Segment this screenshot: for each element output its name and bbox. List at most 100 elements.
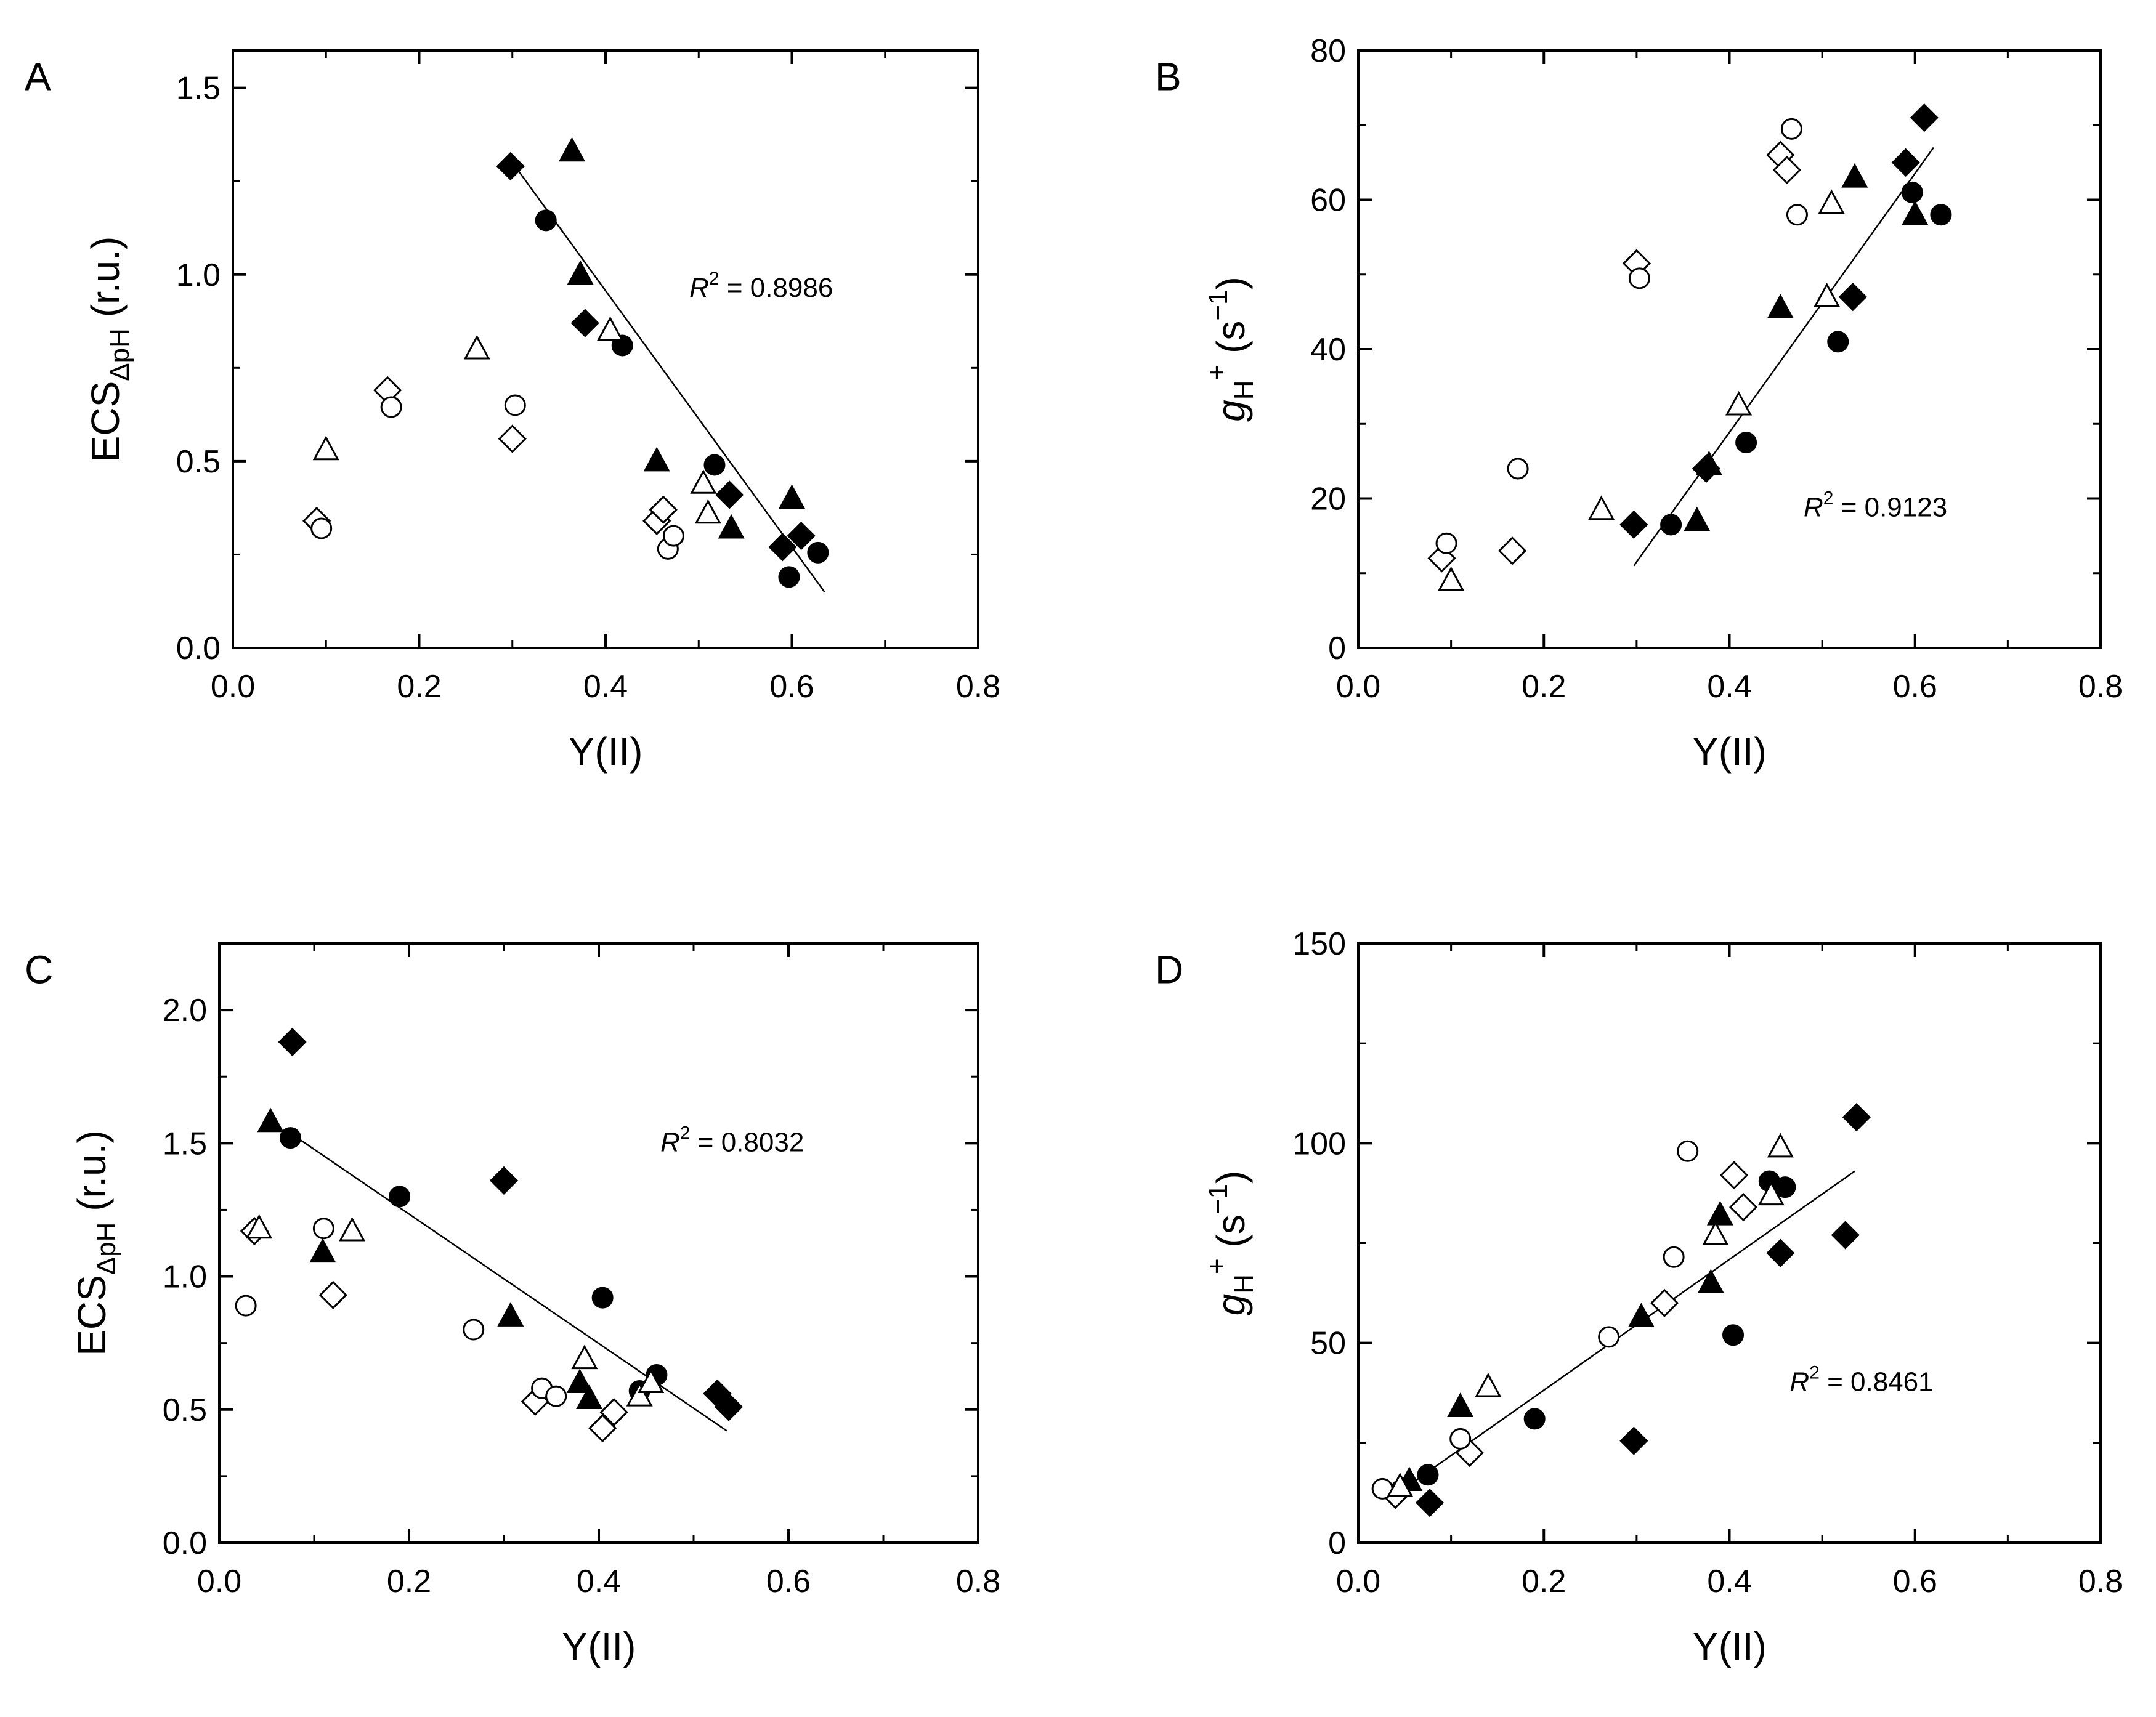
x-tick-label: 0.6: [1893, 1564, 1937, 1599]
r-squared-annotation-a: R2 = 0.8986: [689, 269, 833, 303]
y-axis-label-b: gH+ (s−1): [1202, 277, 1259, 422]
x-tick-label: 0.8: [956, 669, 1000, 705]
data-point-diamond-filled: [1842, 1103, 1871, 1132]
y-tick-label: 0.5: [163, 1392, 207, 1428]
data-point-diamond-open: [1497, 536, 1527, 565]
data-point-circle-open: [312, 1218, 334, 1240]
data-point-circle-filled: [535, 209, 557, 232]
data-point-triangle-open: [1438, 566, 1465, 591]
data-point-triangle-open: [690, 469, 717, 494]
data-point-circle-filled: [1722, 1324, 1745, 1346]
data-point-triangle-filled: [497, 1302, 524, 1327]
x-tick-label: 0.2: [1522, 1564, 1566, 1599]
plot-frame-b: [1357, 49, 2102, 649]
data-point-triangle-open: [339, 1216, 366, 1242]
x-axis-label-c: Y(II): [562, 1624, 636, 1668]
data-point-diamond-filled: [1838, 283, 1867, 312]
panel-label-c: C: [25, 947, 53, 992]
x-tick-label: 0.4: [1707, 1564, 1751, 1599]
data-point-circle-open: [235, 1295, 257, 1317]
data-point-circle-open: [1435, 532, 1457, 554]
data-point-diamond-open: [1772, 155, 1802, 185]
x-tick-label: 0.6: [1893, 669, 1937, 705]
panel-c: C 0.0 0.2 0.4 0.6 0.8 0.0 0.5 1.0 1.5 2.0 Y(II) ECSΔ…: [25, 942, 1000, 1668]
y-axis-label-d: gH+ (s−1): [1202, 1171, 1259, 1316]
y-tick-label: 2.0: [163, 993, 207, 1028]
panel-d: D 0.0 0.2 0.4 0.6 0.8 0 50 100 150 Y(II) gH+ (s−1) R…: [1155, 926, 2123, 1668]
data-point-diamond-filled: [1619, 510, 1648, 539]
data-point-triangle-open: [1387, 1473, 1414, 1497]
data-point-triangle-open: [597, 316, 624, 341]
y-tick-label: 1.0: [163, 1259, 207, 1295]
panel-label-d: D: [1155, 947, 1183, 992]
data-point-triangle-filled: [309, 1238, 336, 1263]
data-point-triangle-filled: [576, 1384, 603, 1409]
data-point-triangle-open: [463, 334, 490, 360]
y-axis-label-c: ECSΔpH (r.u.): [70, 1130, 121, 1356]
data-point-triangle-open: [1588, 495, 1615, 520]
data-point-circle-filled: [807, 541, 829, 564]
data-point-triangle-open: [1725, 390, 1753, 416]
data-point-circle-open: [380, 396, 402, 418]
data-point-circle-filled: [778, 566, 800, 588]
data-point-triangle-filled: [778, 484, 806, 509]
data-point-diamond-open: [318, 1280, 347, 1309]
y-tick-label: 20: [1310, 482, 1346, 517]
fit-line-d: [1395, 1170, 1855, 1496]
data-point-diamond-filled: [570, 309, 599, 337]
data-point-diamond-filled: [1415, 1489, 1445, 1517]
data-point-triangle-filled: [1695, 450, 1722, 475]
panel-label-b: B: [1155, 54, 1181, 99]
y-tick-label: 1.0: [176, 257, 221, 293]
y-tick-label: 150: [1292, 926, 1346, 962]
data-point-diamond-filled: [1910, 103, 1939, 132]
data-point-triangle-filled: [559, 137, 586, 162]
data-point-circle-open: [1663, 1246, 1685, 1268]
data-point-diamond-open: [498, 424, 527, 453]
y-axis-label-a: ECSΔpH (r.u.): [83, 236, 135, 463]
x-axis-label-d: Y(II): [1692, 1624, 1767, 1668]
fit-line-b: [1633, 147, 1934, 567]
y-tick-label: 40: [1310, 332, 1346, 368]
data-point-diamond-filled: [1619, 1426, 1648, 1455]
data-point-diamond-filled: [715, 480, 744, 509]
y-tick-label: 1.5: [163, 1126, 207, 1162]
data-point-circle-filled: [1827, 331, 1849, 353]
data-point-diamond-open: [1728, 1192, 1758, 1222]
panel-b: B 0.0 0.2 0.4 0.6 0.8 0 20 40 60 80 Y(II) gH+ (s−1) R…: [1155, 33, 2123, 774]
data-point-triangle-filled: [1841, 163, 1868, 188]
y-tick-label: 80: [1310, 33, 1346, 69]
data-point-circle-filled: [1417, 1464, 1439, 1486]
data-point-triangle-open: [246, 1214, 273, 1239]
data-point-diamond-filled: [278, 1027, 307, 1057]
data-point-triangle-filled: [1902, 200, 1929, 225]
x-tick-label: 0.0: [211, 669, 255, 705]
data-point-circle-filled: [591, 1287, 614, 1309]
data-point-diamond-filled: [1766, 1238, 1795, 1267]
data-point-triangle-filled: [257, 1107, 284, 1133]
panel-label-a: A: [25, 54, 51, 99]
data-point-circle-open: [1449, 1428, 1472, 1450]
data-point-circle-filled: [1660, 514, 1682, 536]
data-point-diamond-filled: [1891, 148, 1920, 177]
data-point-triangle-open: [571, 1344, 598, 1370]
x-tick-label: 0.4: [1707, 669, 1751, 705]
x-tick-label: 0.0: [197, 1564, 241, 1599]
data-point-circle-filled: [1930, 204, 1952, 226]
data-point-diamond-open: [1719, 1161, 1749, 1190]
data-point-triangle-open: [638, 1368, 665, 1394]
data-point-circle-open: [504, 394, 526, 416]
data-point-diamond-open: [588, 1413, 617, 1443]
plot-frame-c: [218, 942, 979, 1544]
data-point-circle-open: [1677, 1140, 1699, 1162]
plot-frame-a: [232, 49, 979, 649]
data-point-circle-open: [1786, 204, 1808, 226]
x-tick-label: 0.4: [583, 669, 628, 705]
data-point-circle-open: [1780, 118, 1802, 140]
data-point-triangle-filled: [567, 260, 594, 285]
y-tick-label: 1.5: [176, 71, 221, 107]
x-tick-label: 0.0: [1336, 669, 1380, 705]
data-point-triangle-filled: [1697, 1269, 1724, 1293]
data-point-triangle-filled: [1627, 1303, 1655, 1328]
